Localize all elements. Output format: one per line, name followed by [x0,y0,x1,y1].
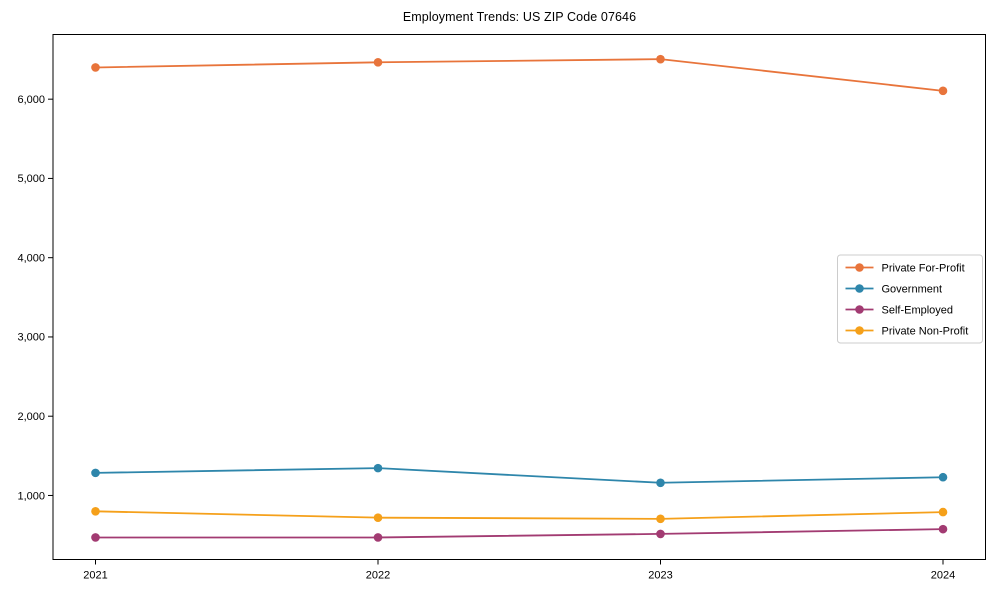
y-tick-label: 1,000 [17,490,45,502]
series-line [95,58,944,92]
series-line [95,467,944,484]
series-marker [373,513,383,522]
legend-item-label: Government [882,283,943,295]
legend-item-label: Self-Employed [882,304,954,316]
legend-marker-dot [855,305,864,314]
series-marker [91,468,100,478]
x-tick-label: 2021 [83,570,107,582]
series-marker [91,63,100,72]
series-line [95,528,944,539]
chart-title: Employment Trends: US ZIP Code 07646 [402,10,637,24]
series-marker [373,533,383,542]
x-tick-label: 2022 [366,570,390,582]
legend-marker-dot [855,284,864,293]
series-marker [656,514,665,524]
y-tick-label: 3,000 [17,332,45,344]
series-marker [656,54,665,64]
y-tick-label: 5,000 [17,173,45,185]
plot-box [52,34,986,560]
x-tick-label: 2023 [648,570,672,582]
series-marker [938,86,948,96]
legend-marker-dot [855,326,864,335]
x-tick-label: 2024 [931,570,955,582]
legend-marker-dot [855,263,864,272]
series-marker [938,524,948,534]
series-marker [938,472,948,482]
series-marker [656,529,665,539]
series-marker [91,533,100,542]
legend-item-label: Private Non-Profit [882,325,969,337]
y-tick-label: 6,000 [17,94,45,106]
y-tick-label: 4,000 [17,252,45,264]
series-marker [373,58,383,67]
series-marker [91,507,100,516]
legend-item-label: Private For-Profit [882,262,965,274]
series-marker [373,463,383,473]
y-tick-label: 2,000 [17,411,45,423]
legend-box [837,254,983,344]
series-marker [656,478,665,488]
series-line [95,510,944,520]
series-marker [938,507,948,517]
